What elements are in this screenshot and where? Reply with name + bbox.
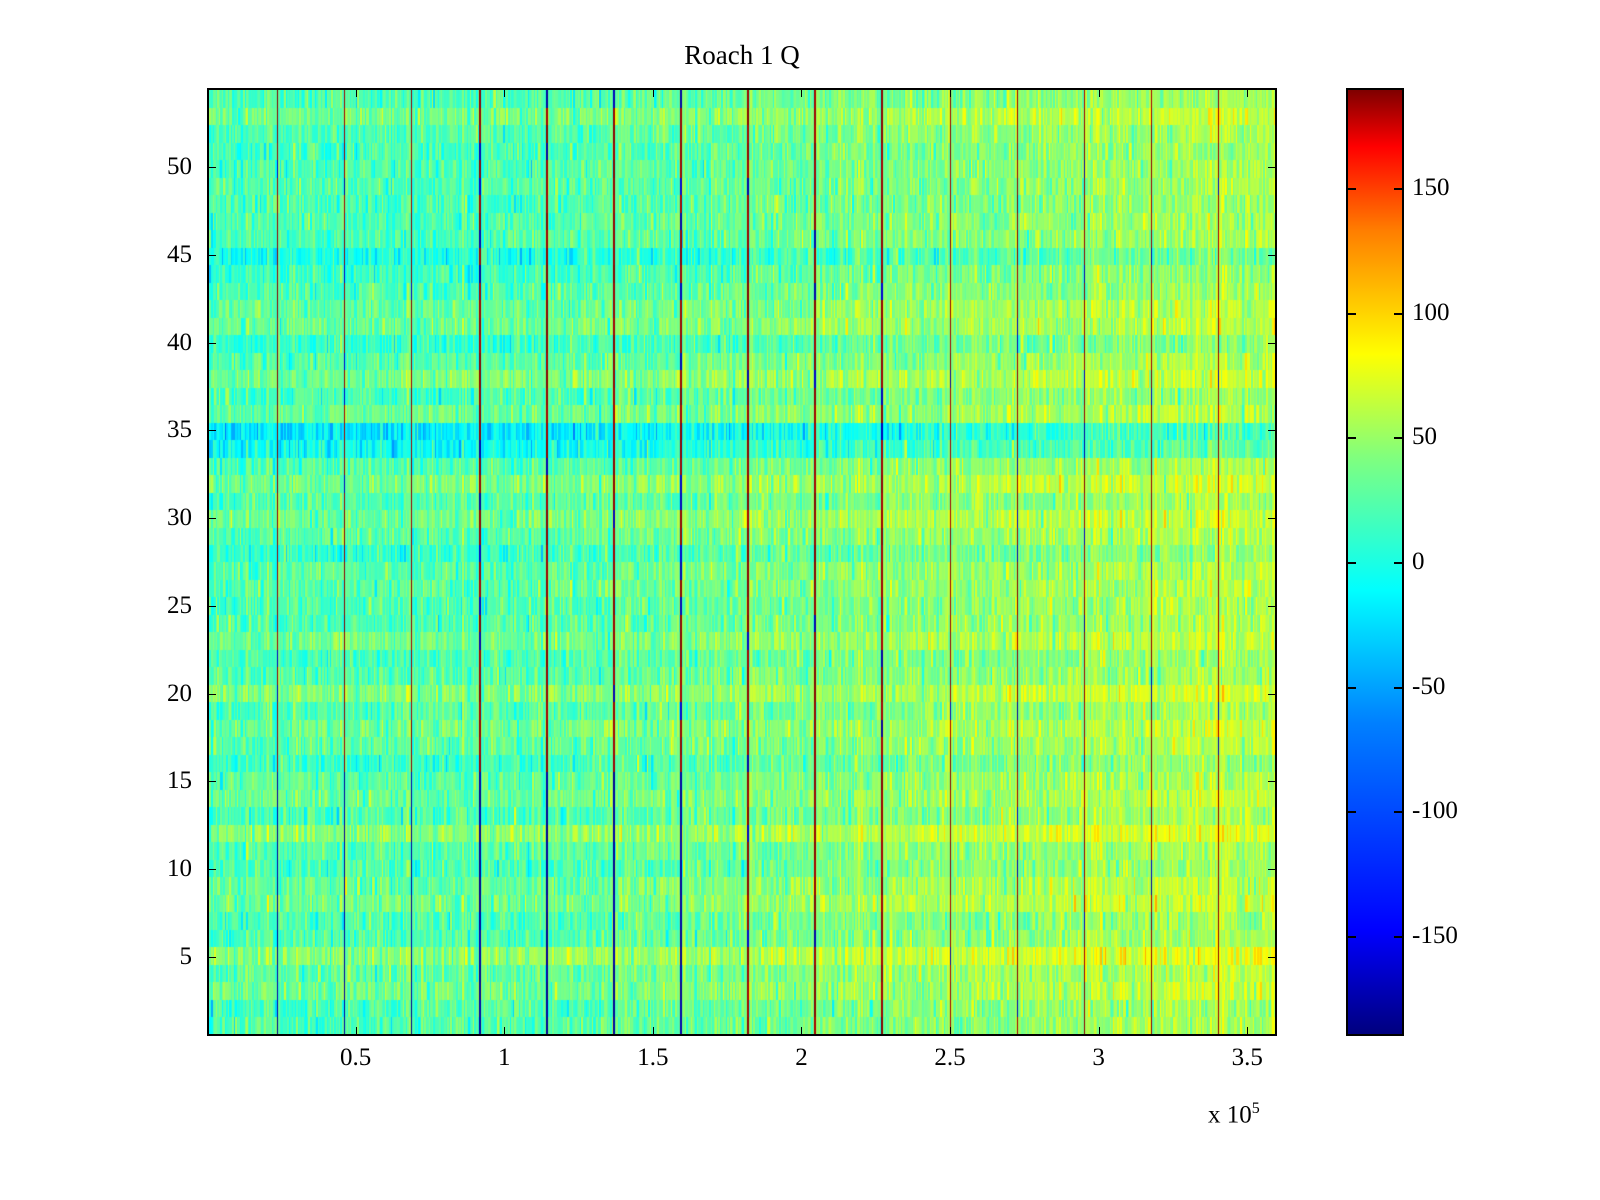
colorbar-tick-label: 0 xyxy=(1412,548,1425,575)
colorbar-tick-label: 100 xyxy=(1412,298,1450,326)
colorbar-tick xyxy=(1348,686,1356,689)
colorbar-tick xyxy=(1348,312,1356,315)
y-axis-tick xyxy=(1268,518,1275,520)
x-axis-tick xyxy=(950,1027,952,1034)
y-axis-tick xyxy=(209,605,216,607)
y-axis-tick xyxy=(209,518,216,520)
x-axis-tick-label: 1 xyxy=(497,1044,511,1071)
colorbar-tick xyxy=(1348,437,1356,440)
x-axis-tick-label: 3.5 xyxy=(1231,1044,1263,1071)
y-axis-tick-label: 15 xyxy=(167,767,192,795)
y-axis-tick xyxy=(1268,693,1275,695)
colorbar-tick-label: -50 xyxy=(1412,672,1446,700)
x-axis-exponent-label: x 105 xyxy=(1208,1100,1260,1129)
colorbar-tick xyxy=(1394,312,1402,315)
colorbar-tick-label: 50 xyxy=(1412,423,1437,451)
x-axis-tick xyxy=(504,1027,506,1034)
y-axis-tick xyxy=(1268,342,1275,344)
y-axis-tick-label: 20 xyxy=(167,679,192,707)
colorbar-tick xyxy=(1394,437,1402,440)
x-axis-tick xyxy=(1098,1027,1100,1034)
y-axis-tick-label: 50 xyxy=(167,153,192,180)
colorbar-tick-label: -100 xyxy=(1412,797,1458,825)
x-axis-tick-label: 2 xyxy=(795,1044,808,1071)
colorbar-tick-label: -150 xyxy=(1412,922,1458,950)
y-axis-tick xyxy=(209,430,216,432)
y-axis-tick-label: 10 xyxy=(167,855,192,883)
x-axis-tick xyxy=(504,90,506,97)
heatmap-axes[interactable] xyxy=(207,88,1277,1036)
x-axis-tick xyxy=(801,1027,803,1034)
y-axis-tick xyxy=(1268,167,1275,168)
x-axis-tick-label: 2.5 xyxy=(934,1044,966,1071)
x-axis-tick xyxy=(1098,90,1100,97)
y-axis-tick-label: 5 xyxy=(179,943,193,970)
y-axis-tick xyxy=(209,957,216,958)
x-axis-tick xyxy=(652,1027,654,1034)
y-axis-tick xyxy=(209,254,216,256)
y-axis-tick xyxy=(209,869,216,871)
y-axis-tick-label: 45 xyxy=(167,240,192,268)
colorbar-tick xyxy=(1348,811,1356,814)
x-axis-tick xyxy=(1247,1027,1249,1034)
y-axis-tick xyxy=(1268,869,1275,871)
colorbar-tick xyxy=(1394,562,1402,564)
colorbar-gradient xyxy=(1348,90,1402,1034)
x-axis-tick xyxy=(355,90,357,97)
x-axis-tick xyxy=(652,90,654,97)
colorbar-tick xyxy=(1394,936,1402,939)
y-axis-tick xyxy=(1268,254,1275,256)
y-axis-tick xyxy=(1268,605,1275,607)
x-axis-tick xyxy=(355,1027,357,1034)
colorbar-tick xyxy=(1394,811,1402,814)
x-axis-tick-label: 1.5 xyxy=(637,1044,669,1071)
y-axis-tick xyxy=(209,693,216,695)
x-axis-tick xyxy=(1247,90,1249,97)
y-axis-tick xyxy=(1268,957,1275,958)
x-axis-tick-label: 0.5 xyxy=(339,1044,372,1071)
colorbar-tick xyxy=(1348,187,1356,190)
colorbar-tick-label: 150 xyxy=(1412,173,1450,201)
y-axis-tick-label: 40 xyxy=(167,328,192,356)
x-axis-tick xyxy=(801,90,803,97)
y-axis-tick-label: 30 xyxy=(167,504,192,532)
heatmap-image xyxy=(209,90,1275,1034)
y-axis-tick xyxy=(1268,781,1275,783)
x-axis-tick-label: 3 xyxy=(1092,1044,1105,1071)
colorbar-tick xyxy=(1348,562,1356,564)
page-title: Roach 1 Q xyxy=(684,40,800,70)
colorbar-tick xyxy=(1348,936,1356,939)
y-axis-tick xyxy=(209,167,216,168)
y-axis-tick xyxy=(209,781,216,783)
y-axis-tick-label: 35 xyxy=(167,416,192,444)
colorbar-tick xyxy=(1394,686,1402,689)
x-axis-tick xyxy=(950,90,952,97)
y-axis-tick xyxy=(209,342,216,344)
colorbar[interactable] xyxy=(1346,88,1404,1036)
colorbar-tick xyxy=(1394,187,1402,190)
y-axis-tick-label: 25 xyxy=(167,591,192,619)
y-axis-tick xyxy=(1268,430,1275,432)
